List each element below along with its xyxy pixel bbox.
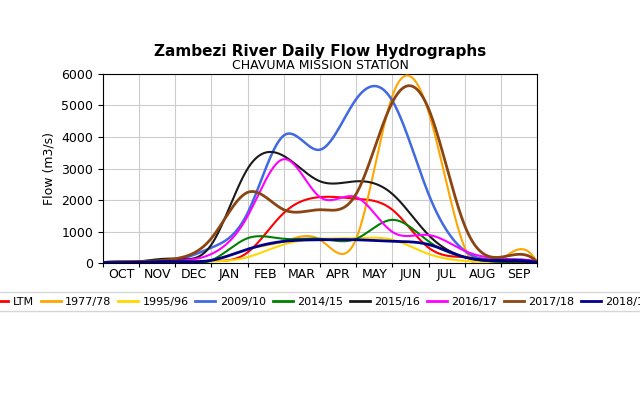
Text: Zambezi River Daily Flow Hydrographs: Zambezi River Daily Flow Hydrographs — [154, 44, 486, 59]
Y-axis label: Flow (m3/s): Flow (m3/s) — [43, 132, 56, 205]
Text: CHAVUMA MISSION STATION: CHAVUMA MISSION STATION — [232, 59, 408, 72]
Legend: LTM, 1977/78, 1995/96, 2009/10, 2014/15, 2015/16, 2016/17, 2017/18, 2018/19: LTM, 1977/78, 1995/96, 2009/10, 2014/15,… — [0, 292, 640, 311]
